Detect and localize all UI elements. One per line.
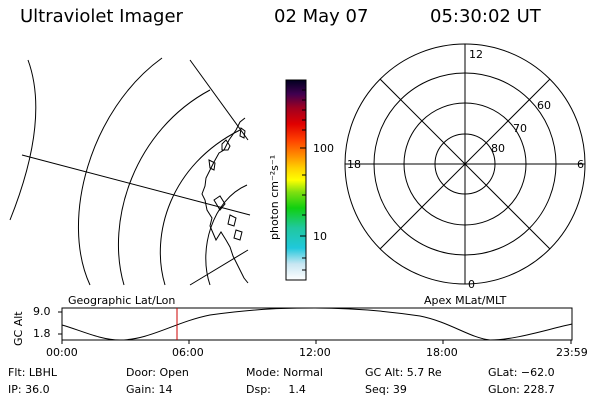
glat-status: GLat: −62.0 <box>488 366 555 379</box>
mlt-label-18: 18 <box>347 158 361 171</box>
time-tick-label: 06:00 <box>172 346 204 359</box>
geo-arc <box>78 57 163 286</box>
altitude-ytick-label: 1.8 <box>33 327 51 340</box>
colorbar <box>285 79 307 281</box>
apex-title: Apex MLat/MLT <box>424 294 507 307</box>
ip-status: IP: 36.0 <box>8 383 50 396</box>
gc-alt-status: GC Alt: 5.7 Re <box>365 366 442 379</box>
seq-status: Seq: 39 <box>365 383 407 396</box>
polar-grid <box>344 43 586 285</box>
colorbar-unit-label: photon cm⁻²s⁻¹ <box>268 155 281 240</box>
altitude-ytick-label: 9.0 <box>33 305 51 318</box>
dsp-status: Dsp: 1.4 <box>246 383 306 396</box>
altitude-yticks <box>58 311 62 335</box>
gain-status: Gain: 14 <box>126 383 173 396</box>
geo-arc <box>9 59 37 221</box>
geo-arc <box>159 129 241 286</box>
coastline <box>221 139 231 151</box>
geo-meridian <box>21 154 251 216</box>
geo-arc <box>117 89 211 286</box>
colorbar-tick-label: 100 <box>313 142 334 155</box>
coastline <box>239 127 246 139</box>
coastline <box>208 159 216 171</box>
mlt-label-12: 12 <box>469 48 483 61</box>
coastline <box>201 117 249 284</box>
geo-meridian <box>189 59 249 141</box>
altitude-ylabel: GC Alt <box>12 311 25 346</box>
time-tick-label: 00:00 <box>46 346 78 359</box>
altitude-curve <box>61 307 573 341</box>
coastline <box>213 195 226 211</box>
mlat-label-70: 70 <box>513 122 527 135</box>
coastline <box>227 214 237 227</box>
door-status: Door: Open <box>126 366 189 379</box>
filter-status: Flt: LBHL <box>8 366 57 379</box>
altitude-panel <box>61 307 573 341</box>
mlt-label-0: 0 <box>468 278 475 291</box>
date-label: 02 May 07 <box>274 6 369 27</box>
time-tick-label: 12:00 <box>299 346 331 359</box>
geographic-map <box>9 57 251 286</box>
geo-meridian <box>189 249 249 286</box>
glon-status: GLon: 228.7 <box>488 383 555 396</box>
coastline <box>233 229 243 241</box>
time-label: 05:30:02 UT <box>430 6 541 27</box>
mode-status: Mode: Normal <box>246 366 323 379</box>
instrument-title: Ultraviolet Imager <box>20 6 183 27</box>
altitude-xticks <box>61 340 572 344</box>
colorbar-ticks <box>300 89 306 271</box>
mlat-label-60: 60 <box>537 99 551 112</box>
time-tick-label: 18:00 <box>426 346 458 359</box>
colorbar-tick-label: 10 <box>313 230 327 243</box>
mlat-label-80: 80 <box>491 142 505 155</box>
time-tick-label: 23:59 <box>556 346 588 359</box>
geographic-title: Geographic Lat/Lon <box>68 294 176 307</box>
mlt-label-6: 6 <box>577 158 584 171</box>
